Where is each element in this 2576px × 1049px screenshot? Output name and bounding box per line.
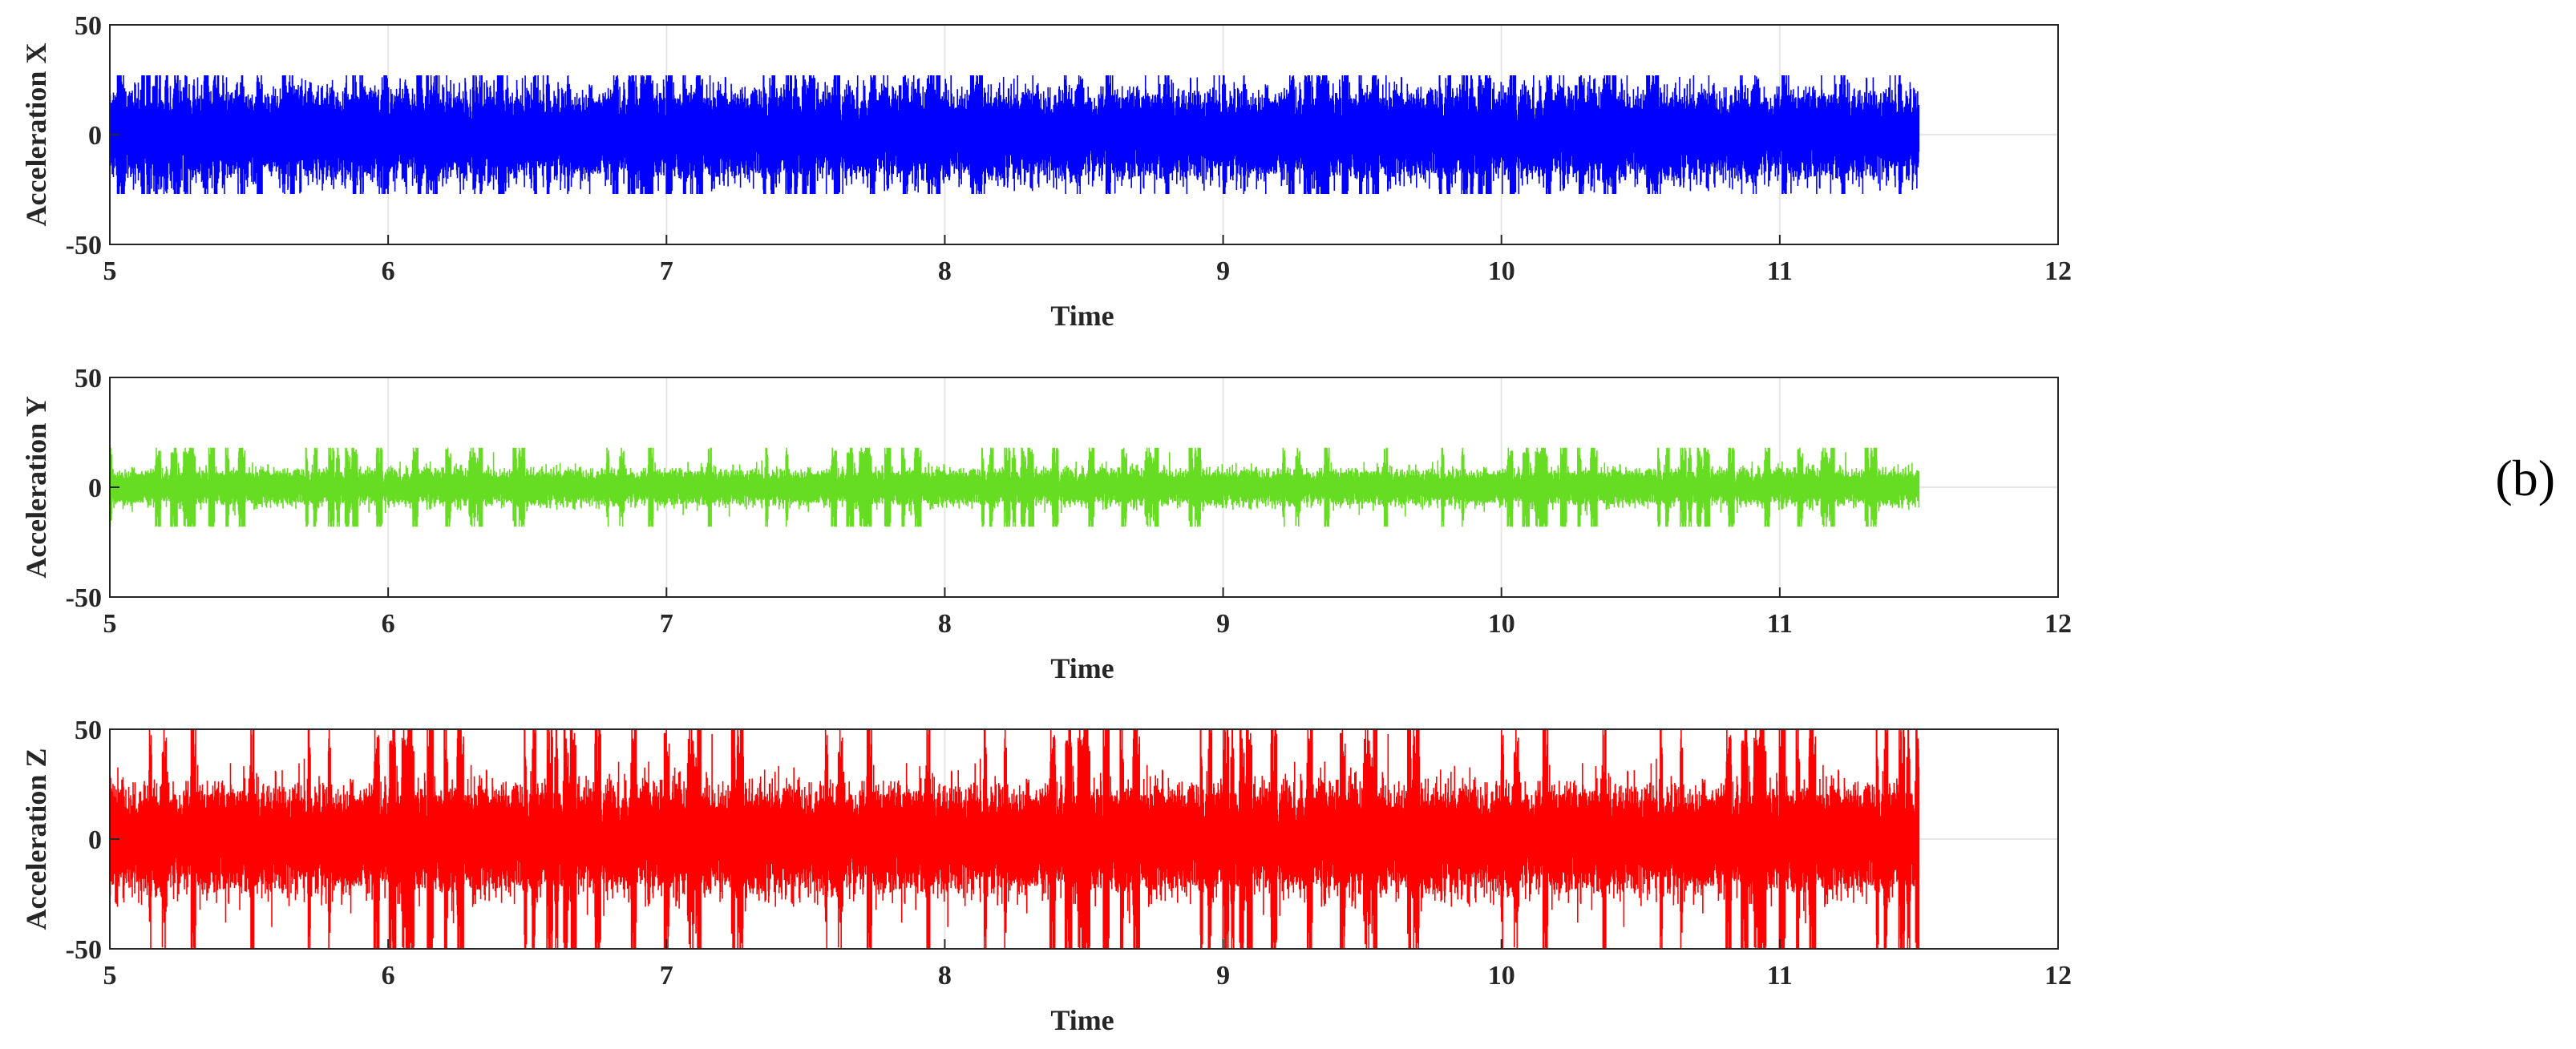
x-tick-label: 12 <box>2044 256 2072 286</box>
x-tick-label: 7 <box>660 609 673 639</box>
x-tick-label: 7 <box>660 961 673 990</box>
x-tick-label: 5 <box>103 961 117 990</box>
x-tick-label: 11 <box>1767 961 1793 990</box>
x-tick-label: 5 <box>103 609 117 639</box>
x-tick-label: 6 <box>382 961 395 990</box>
x-tick-label: 8 <box>938 609 952 639</box>
y-tick-label: -50 <box>66 935 102 965</box>
x-tick-label: 9 <box>1216 256 1230 286</box>
panel-label: (b) <box>2495 450 2555 506</box>
y-axis-label: Acceleration X <box>20 43 52 227</box>
x-axis-label: Time <box>1050 300 1114 332</box>
x-tick-label: 10 <box>1488 961 1515 990</box>
x-tick-label: 6 <box>382 256 395 286</box>
x-tick-label: 9 <box>1216 961 1230 990</box>
x-tick-label: 12 <box>2044 609 2072 639</box>
chart-panel-1: 5 6 7 8 9 10 11 12 -50 0 50 Time Acceleration X <box>20 11 2072 332</box>
x-tick-label: 10 <box>1488 609 1515 639</box>
x-tick-label: 7 <box>660 256 673 286</box>
x-tick-label: 8 <box>938 256 952 286</box>
chart-panel-2: 5 6 7 8 9 10 11 12 -50 0 50 Time Acceleration Y <box>20 364 2072 684</box>
x-tick-label: 8 <box>938 961 952 990</box>
x-tick-label: 9 <box>1216 609 1230 639</box>
x-tick-label: 6 <box>382 609 395 639</box>
y-tick-label: 50 <box>75 716 102 745</box>
y-axis-label: Acceleration Y <box>20 396 52 579</box>
x-axis-label: Time <box>1050 652 1114 684</box>
y-tick-label: -50 <box>66 231 102 260</box>
y-tick-label: 0 <box>88 121 102 151</box>
y-tick-label: 0 <box>88 474 102 503</box>
x-tick-label: 12 <box>2044 961 2072 990</box>
x-tick-label: 5 <box>103 256 117 286</box>
y-tick-label: -50 <box>66 583 102 613</box>
y-tick-label: 0 <box>88 825 102 855</box>
y-axis-label: Acceleration Z <box>20 748 52 930</box>
x-tick-label: 11 <box>1767 256 1793 286</box>
y-tick-label: 50 <box>75 364 102 393</box>
x-tick-label: 10 <box>1488 256 1515 286</box>
chart-panel-3: 5 6 7 8 9 10 11 12 -50 0 50 Time Acceleration Z <box>20 716 2072 1036</box>
x-tick-label: 11 <box>1767 609 1793 639</box>
y-tick-label: 50 <box>75 11 102 41</box>
x-axis-label: Time <box>1050 1004 1114 1036</box>
